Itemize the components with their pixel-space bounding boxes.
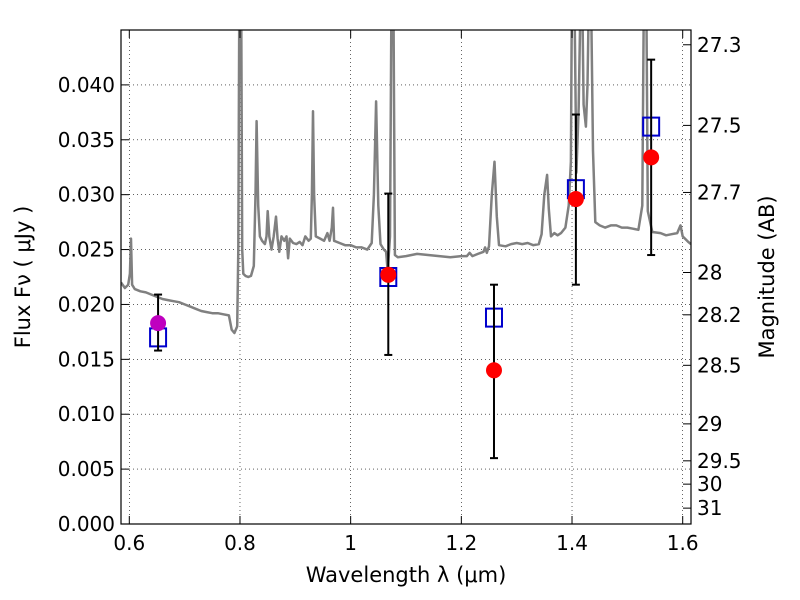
observed-flux-point [485, 362, 502, 379]
mag-tick-label: 28.2 [697, 303, 742, 327]
y-tick-label: 0.020 [58, 292, 115, 316]
observed-flux-point [150, 315, 167, 332]
grid-lines [121, 30, 691, 525]
y-axis-label: Flux Fν ( μJy ) [11, 206, 35, 349]
x-tick-label: 1.6 [667, 531, 699, 555]
y2-axis-label: Magnitude (AB) [755, 195, 779, 358]
x-tick-label: 0.6 [113, 531, 145, 555]
observed-flux-point [643, 149, 660, 166]
mag-tick-label: 28.5 [697, 353, 742, 377]
y-tick-label: 0.025 [58, 238, 115, 262]
mag-tick-label: 29 [697, 412, 722, 436]
mag-tick-label: 27.3 [697, 33, 742, 57]
y-tick-label: 0.000 [58, 512, 115, 536]
plot-area [121, 30, 691, 460]
x-tick-label: 1.4 [556, 531, 588, 555]
x-axis-label: Wavelength λ (μm) [306, 563, 507, 587]
mag-tick-label: 30 [697, 472, 722, 496]
mag-tick-label: 31 [697, 496, 722, 520]
mag-tick-label: 27.5 [697, 113, 742, 137]
y-tick-label: 0.040 [58, 73, 115, 97]
x-tick-label: 1.2 [445, 531, 477, 555]
observed-flux-point [567, 191, 584, 208]
template-spectrum-line [121, 30, 691, 335]
y-tick-label: 0.010 [58, 402, 115, 426]
mag-tick-label: 29.5 [697, 449, 742, 473]
x-tick-label: 1 [344, 531, 357, 555]
x-tick-label: 0.8 [224, 531, 256, 555]
axis-ticks: 0.6 0.8 1 1.2 1.4 1.6 0.000 0.005 0.010 0.015 0.02… [58, 30, 742, 555]
plot-frame [120, 29, 692, 525]
mag-tick-label: 27.7 [697, 180, 742, 204]
mag-tick-label: 28 [697, 260, 722, 284]
y-tick-label: 0.030 [58, 183, 115, 207]
y-tick-label: 0.035 [58, 128, 115, 152]
observed-flux-point [380, 266, 397, 283]
y-tick-label: 0.015 [58, 347, 115, 371]
y-tick-label: 0.005 [58, 457, 115, 481]
